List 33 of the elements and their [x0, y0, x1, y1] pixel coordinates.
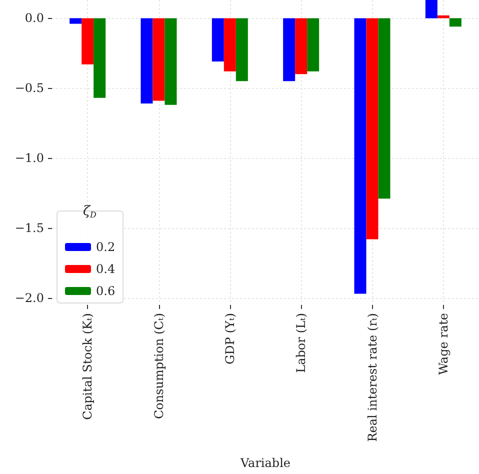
bar: [295, 18, 308, 74]
bar: [140, 18, 153, 104]
bar: [94, 18, 106, 98]
bar: [70, 18, 82, 24]
bar: [152, 18, 165, 101]
y-tick-label: −1.5: [14, 221, 44, 236]
bar: [378, 18, 390, 199]
bar: [212, 18, 224, 62]
bar: [425, 0, 438, 18]
y-tick-label: −1.0: [14, 151, 44, 166]
bar: [449, 18, 462, 27]
bar: [366, 18, 378, 240]
bar: [437, 15, 450, 18]
bar: [82, 18, 94, 64]
x-tick-label: Real interest rate (rₜ): [365, 313, 380, 442]
x-tick-label: Labor (Lₜ): [294, 313, 308, 373]
bar: [307, 18, 320, 72]
legend-label: 0.4: [96, 262, 116, 276]
y-tick-label: 0.0: [24, 11, 44, 26]
x-tick-label: Consumption (Cₜ): [152, 313, 166, 420]
legend-label: 0.2: [96, 240, 116, 254]
bar: [354, 18, 366, 294]
bar: [283, 18, 296, 82]
y-tick-label: −2.0: [14, 291, 44, 306]
y-tick-label: −0.5: [14, 81, 44, 96]
bar: [224, 18, 236, 72]
legend-label: 0.6: [96, 284, 116, 298]
bar: [164, 18, 177, 105]
x-axis-title: Variable: [239, 456, 291, 470]
x-tick-label: Wage rate: [436, 313, 450, 375]
bar: [236, 18, 248, 82]
x-tick-label: Capital Stock (Kₜ): [80, 313, 95, 420]
x-tick-label: GDP (Yₜ): [222, 313, 237, 364]
